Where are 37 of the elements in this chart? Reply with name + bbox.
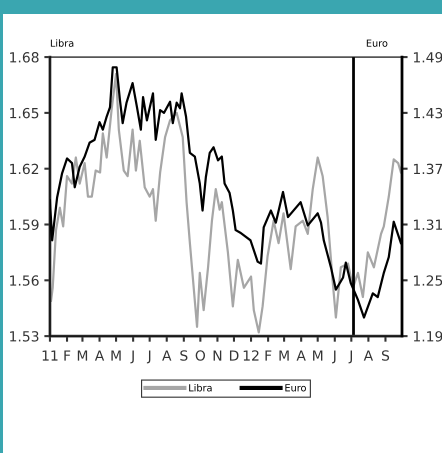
y2-tick-label: 1.31 (414, 219, 442, 230)
x-tick-label: A (94, 350, 104, 361)
x-tick-label: J (146, 350, 150, 364)
x-tick-label: A (296, 350, 306, 361)
x-tick-label: F (64, 350, 70, 361)
y-tick-label: 1.62 (10, 164, 38, 174)
x-tick-label: M (313, 350, 322, 361)
x-tick-label: D (230, 350, 238, 361)
x-tick-label: M (78, 350, 88, 361)
x-tick-label: S (382, 350, 390, 361)
y2-tick-label: 1.25 (414, 275, 442, 286)
x-tick-label: O (196, 350, 206, 361)
x-tick-label: M (279, 350, 289, 361)
y-tick-label: 1.53 (10, 331, 38, 342)
x-tick-label: J (348, 350, 352, 364)
y-tick-label: 1.65 (10, 108, 38, 118)
y2-tick-label: 1.37 (414, 164, 442, 174)
x-tick-label: M (111, 350, 121, 361)
x-tick-label: 12 (244, 350, 258, 361)
x-tick-label: A (162, 350, 172, 361)
x-tick-label: A (364, 350, 374, 361)
x-tick-label: J (332, 350, 336, 364)
y-tick-label: 1.59 (10, 219, 39, 230)
y-tick-label: 1.56 (10, 275, 39, 286)
x-tick-label: J (130, 350, 134, 364)
x-tick-label: 11 (42, 350, 58, 361)
y-axis-title: Libra (50, 39, 74, 47)
x-tick-label: N (214, 350, 222, 361)
y-tick-label: 1.68 (10, 52, 39, 63)
y2-tick-label: 1.43 (414, 108, 442, 118)
legend-label: Euro (285, 384, 306, 392)
x-tick-label: S (180, 350, 188, 361)
y2-tick-label: 1.49 (414, 52, 442, 63)
x-tick-label: F (265, 350, 272, 361)
y2-tick-label: 1.19 (414, 331, 442, 342)
legend-label: Libra (189, 384, 212, 392)
y2-axis-title: Euro (366, 40, 388, 47)
